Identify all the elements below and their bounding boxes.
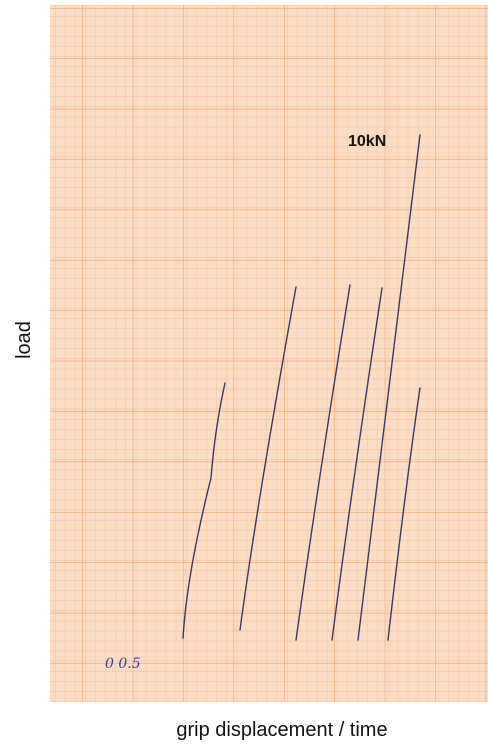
paper-grid (50, 5, 488, 702)
handwritten-note: 0 0.5 (105, 656, 141, 672)
y-axis-label: load (13, 321, 35, 359)
x-axis-label: grip displacement / time (176, 719, 387, 741)
page: {"axes": {"y_label": "load", "x_label": … (0, 0, 488, 747)
annotation: 10kN (348, 133, 386, 150)
chart: 10kN 0 0.5 load grip displacement / time (0, 0, 488, 747)
